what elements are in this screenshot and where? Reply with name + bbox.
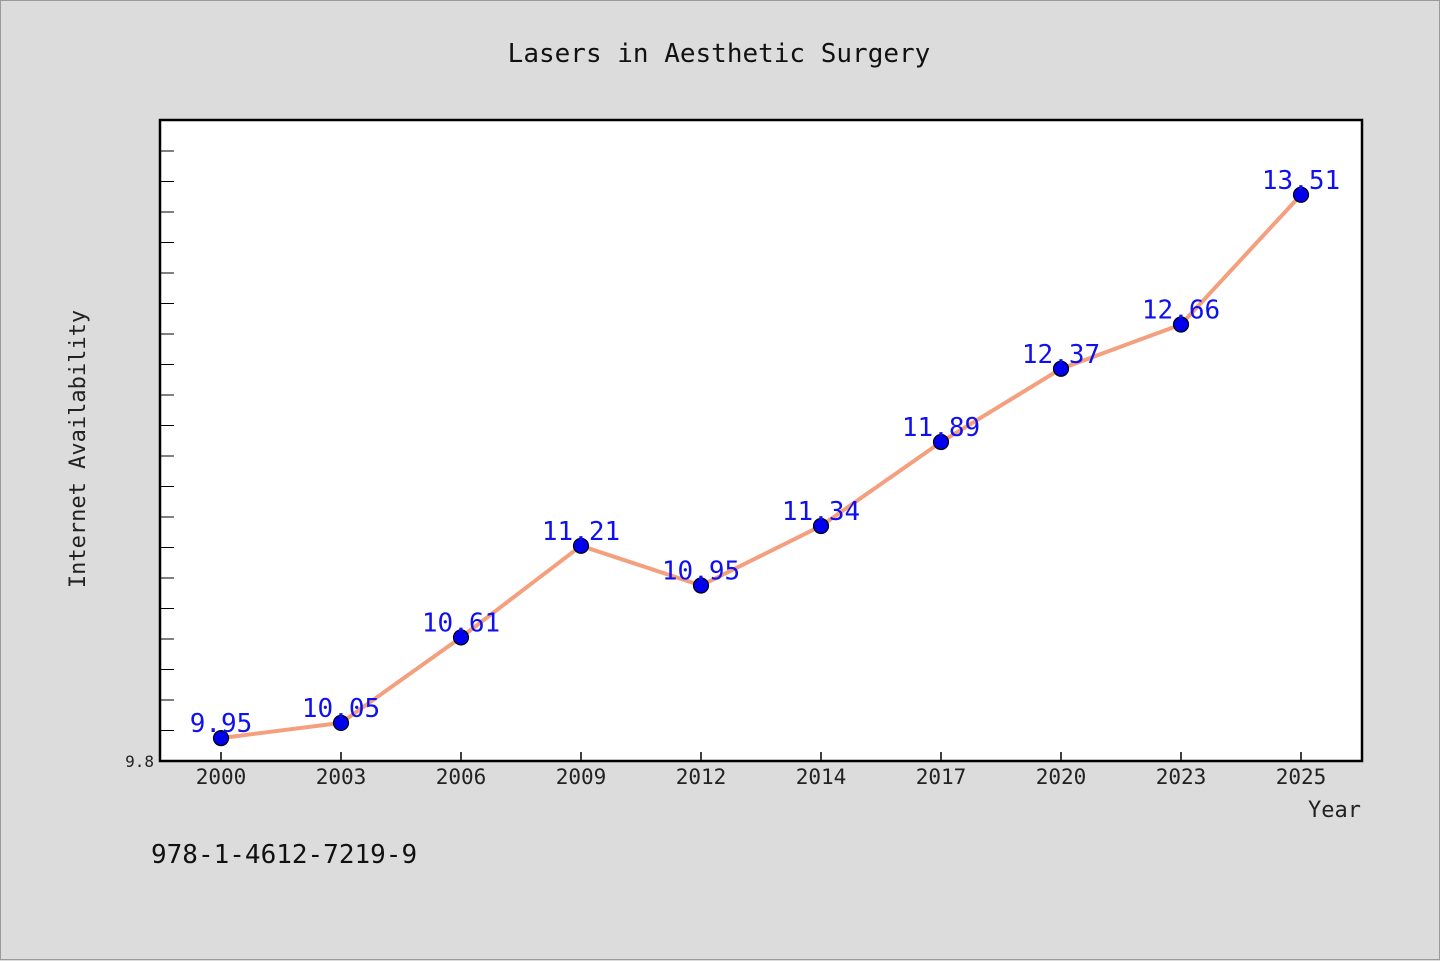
data-point: [1172, 316, 1190, 333]
x-tick-label: 2006: [436, 765, 487, 789]
data-labels: 9.95 10.05 10.61 11.21 10.95 11.34 11.89 12.37 1…: [190, 166, 1340, 739]
data-label: 13.51: [1262, 166, 1340, 196]
data-label: 12.37: [1022, 340, 1100, 370]
data-label: 11.34: [782, 497, 860, 527]
x-tick-label: 2020: [1036, 765, 1087, 789]
x-tick-label: 2012: [676, 765, 727, 789]
data-label: 11.89: [902, 413, 980, 443]
isbn-text: 978-1-4612-7219-9: [151, 840, 417, 870]
x-tick-label: 2014: [796, 765, 847, 789]
data-label: 12.66: [1142, 296, 1220, 326]
y-axis-ticks: [160, 120, 174, 731]
data-label: 10.95: [662, 556, 740, 586]
data-point: [692, 577, 710, 594]
plot-area: [158, 118, 1364, 763]
series-markers: [212, 186, 1310, 747]
y-axis-label: Internet Availability: [66, 310, 91, 588]
data-point: [212, 730, 230, 747]
data-label: 10.61: [422, 608, 500, 638]
data-label: 11.21: [542, 517, 620, 547]
x-tick-label: 2025: [1276, 765, 1327, 789]
data-label: 9.95: [190, 709, 253, 739]
x-tick-label: 2023: [1156, 765, 1207, 789]
data-point: [332, 714, 350, 731]
data-point: [452, 629, 470, 646]
data-point: [1292, 186, 1310, 203]
x-tick-label: 2003: [316, 765, 367, 789]
x-axis: 2000 2003 2006 2009 2012 2014 2017 2020 2023 2025: [196, 752, 1327, 789]
x-tick-label: 2009: [556, 765, 607, 789]
x-tick-label: 2017: [916, 765, 967, 789]
data-point: [932, 433, 950, 451]
data-label: 10.05: [302, 694, 380, 724]
chart-title: Lasers in Aesthetic Surgery: [508, 39, 931, 69]
x-tick-label: 2000: [196, 765, 247, 789]
series-line: [220, 193, 1303, 741]
data-point: [812, 517, 830, 535]
data-point: [1052, 360, 1070, 377]
data-point: [572, 537, 590, 554]
y-tick-label: 9.8: [125, 752, 154, 771]
x-axis-label: Year: [1308, 798, 1361, 823]
